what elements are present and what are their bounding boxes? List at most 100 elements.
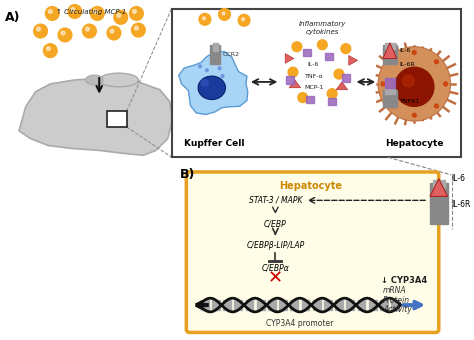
Circle shape [85, 27, 90, 31]
Text: ✕: ✕ [268, 270, 283, 288]
Text: IL-6: IL-6 [452, 174, 465, 183]
Polygon shape [336, 82, 348, 90]
Bar [383, 90, 397, 107]
Bar [313, 301, 320, 310]
Bar [303, 49, 310, 56]
Circle shape [202, 17, 205, 20]
Circle shape [238, 14, 250, 26]
Circle shape [135, 26, 138, 30]
Bar [212, 300, 220, 310]
Bar [383, 45, 397, 64]
Polygon shape [430, 179, 447, 197]
Polygon shape [285, 54, 294, 63]
Circle shape [46, 47, 50, 51]
Ellipse shape [85, 75, 103, 85]
Text: B): B) [180, 168, 195, 181]
Circle shape [133, 10, 137, 14]
Bar [342, 74, 350, 82]
Bar [201, 300, 209, 310]
Bar [268, 300, 276, 310]
Ellipse shape [99, 73, 138, 87]
Circle shape [36, 27, 41, 31]
Bar [325, 53, 333, 61]
Circle shape [318, 40, 327, 50]
Circle shape [390, 60, 394, 64]
Circle shape [91, 6, 104, 20]
Circle shape [68, 5, 82, 18]
Circle shape [110, 29, 114, 33]
Bar [286, 76, 294, 84]
Text: C/EBP: C/EBP [264, 219, 287, 228]
Circle shape [222, 12, 225, 15]
Circle shape [58, 28, 72, 42]
Polygon shape [349, 55, 357, 65]
Bar [391, 300, 399, 310]
Circle shape [412, 113, 416, 117]
Circle shape [402, 75, 414, 87]
Circle shape [117, 14, 121, 17]
Text: Hepatocyte: Hepatocyte [385, 139, 444, 148]
Circle shape [412, 51, 416, 54]
Text: CCR2: CCR2 [222, 52, 239, 57]
Circle shape [395, 67, 434, 106]
Circle shape [219, 8, 230, 20]
Bar [357, 300, 365, 310]
Text: TNFR1: TNFR1 [400, 99, 420, 104]
Bar [385, 43, 395, 49]
Polygon shape [289, 80, 301, 88]
Text: IL-6: IL-6 [400, 48, 411, 53]
Bar [257, 300, 264, 310]
Circle shape [131, 23, 145, 37]
Text: A): A) [5, 12, 21, 24]
Bar [328, 98, 336, 105]
Text: CYP3A4 promoter: CYP3A4 promoter [266, 319, 334, 328]
Bar [210, 45, 219, 64]
FancyBboxPatch shape [186, 172, 439, 333]
Circle shape [48, 10, 52, 14]
Bar [223, 300, 231, 310]
Circle shape [242, 18, 245, 21]
Circle shape [44, 44, 57, 57]
Circle shape [205, 69, 209, 72]
Polygon shape [179, 52, 248, 115]
Bar [172, 8, 461, 157]
Circle shape [334, 69, 344, 79]
Text: ↓ CYP3A4: ↓ CYP3A4 [381, 276, 427, 285]
Bar [380, 301, 388, 310]
Circle shape [221, 74, 224, 78]
Text: mRNA: mRNA [383, 286, 407, 295]
Text: IL-6R: IL-6R [400, 62, 415, 67]
Bar [385, 78, 395, 88]
Bar [301, 300, 310, 310]
Circle shape [71, 7, 75, 12]
Circle shape [390, 104, 394, 108]
Circle shape [199, 65, 201, 68]
Text: MCP-1: MCP-1 [305, 85, 324, 90]
Text: ↑ Circulating MCP-1: ↑ Circulating MCP-1 [56, 8, 127, 15]
Polygon shape [383, 43, 397, 58]
Circle shape [444, 82, 447, 86]
Ellipse shape [198, 76, 226, 100]
Circle shape [298, 93, 308, 102]
Circle shape [61, 31, 65, 35]
Bar [346, 300, 354, 310]
Bar [306, 96, 313, 103]
Circle shape [34, 24, 47, 38]
Circle shape [288, 67, 298, 77]
Text: Protein: Protein [383, 296, 410, 305]
Text: IL-6R: IL-6R [452, 200, 471, 209]
Bar [433, 180, 445, 188]
Text: Inflammatory
cytokines: Inflammatory cytokines [299, 21, 346, 34]
Bar [385, 88, 395, 94]
Circle shape [381, 82, 385, 86]
Circle shape [93, 10, 97, 14]
Bar [213, 43, 218, 51]
Text: STAT-3 / MAPK: STAT-3 / MAPK [249, 196, 302, 205]
Circle shape [435, 60, 438, 64]
Text: C/EBPα: C/EBPα [262, 264, 289, 272]
Bar [430, 183, 447, 224]
Circle shape [199, 14, 211, 25]
Text: C/EBPβ-LIP/LAP: C/EBPβ-LIP/LAP [246, 241, 304, 250]
Circle shape [46, 6, 59, 20]
Bar [290, 300, 298, 310]
